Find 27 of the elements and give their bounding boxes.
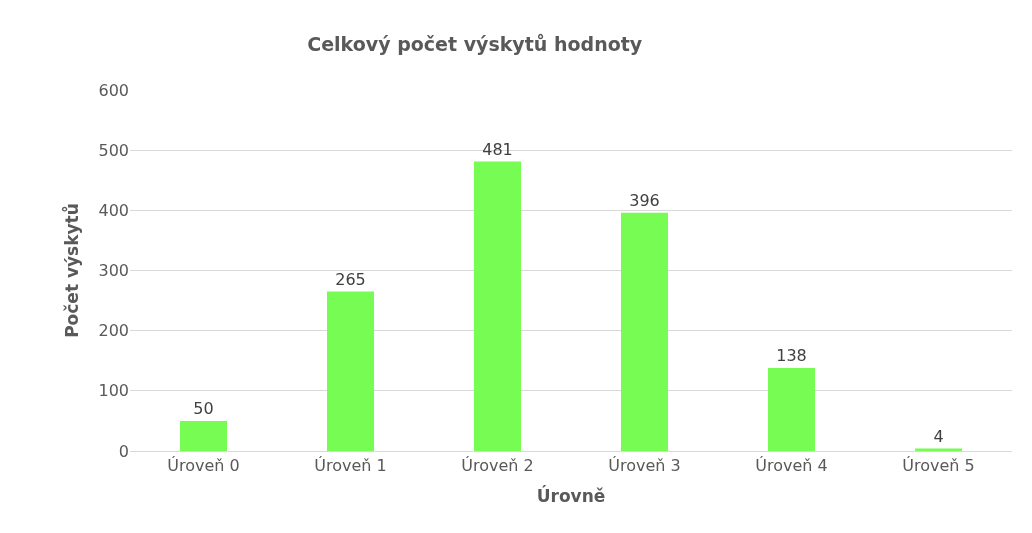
data-label: 265 — [335, 269, 366, 289]
x-tick-label: Úroveň 3 — [608, 456, 681, 476]
y-tick-label: 500 — [98, 140, 129, 160]
x-tick-label: Úroveň 1 — [314, 456, 387, 476]
data-label: 481 — [482, 139, 513, 159]
bar — [326, 291, 375, 451]
y-tick-label: 100 — [98, 381, 129, 401]
y-tick-label: 300 — [98, 261, 129, 281]
data-label: 50 — [193, 398, 214, 418]
chart-title: Celkový počet výskytů hodnoty — [307, 32, 643, 55]
x-tick-label: Úroveň 2 — [461, 456, 534, 476]
x-tick-label: Úroveň 5 — [902, 456, 975, 476]
x-axis-title: Úrovně — [536, 484, 606, 506]
x-tick-label: Úroveň 0 — [167, 456, 240, 476]
data-label: 4 — [933, 426, 944, 446]
bar — [767, 367, 816, 451]
data-label: 396 — [629, 190, 660, 210]
x-tick-label: Úroveň 4 — [755, 456, 828, 476]
y-axis-title: Počet výskytů — [61, 203, 82, 338]
y-tick-label: 0 — [118, 441, 129, 461]
y-tick-label: 200 — [98, 321, 129, 341]
data-label: 138 — [776, 345, 807, 365]
y-tick-label: 600 — [98, 80, 129, 100]
bar — [620, 212, 669, 451]
bar — [179, 420, 228, 451]
bar — [473, 161, 522, 451]
y-tick-label: 400 — [98, 200, 129, 220]
